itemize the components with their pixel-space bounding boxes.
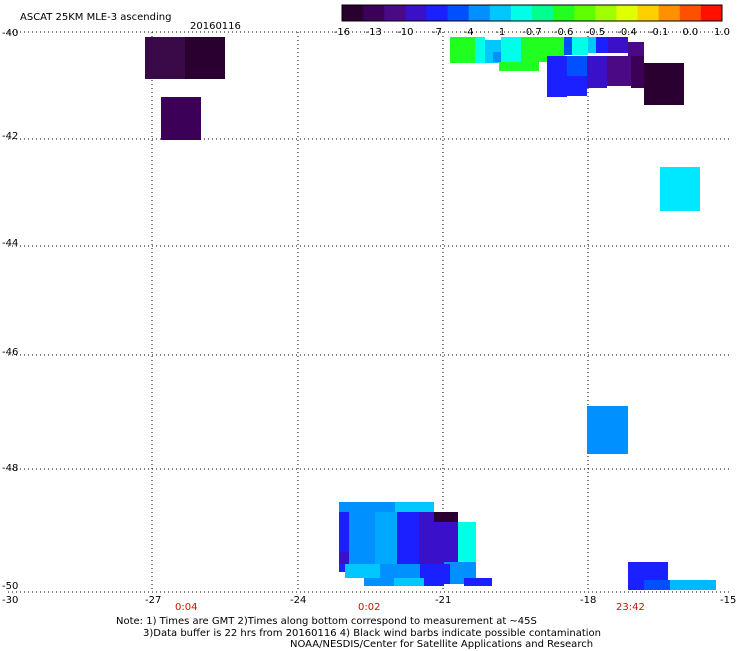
- colorbar-tick-label: 1.0: [714, 27, 730, 38]
- note-line-1: Note: 1) Times are GMT 2)Times along bot…: [116, 616, 537, 627]
- colorbar-cell: [384, 5, 406, 21]
- longitude-labels: -30 -27 -24 -21 -18 -15: [2, 595, 736, 606]
- colorbar-cell: [574, 5, 596, 21]
- colorbar-cell: [405, 5, 427, 21]
- time-label: 0:04: [175, 602, 197, 613]
- colorbar-tick-label: -10: [397, 27, 413, 38]
- colorbar-cell: [679, 5, 702, 21]
- colorbar-cell: [616, 5, 639, 21]
- lon-label: -30: [2, 595, 18, 606]
- lat-label: -46: [2, 347, 18, 358]
- colorbar-tick-label: -0.1: [649, 27, 669, 38]
- colorbar-tick-label: 0.0: [682, 27, 698, 38]
- colorbar-tick-label: -0.6: [554, 27, 574, 38]
- lon-label: -15: [720, 595, 736, 606]
- colorbar-cell: [489, 5, 512, 21]
- colorbar-cell: [447, 5, 470, 21]
- lon-label: -24: [290, 595, 306, 606]
- latitude-labels: -40 -42 -44 -46 -48 -50: [2, 28, 18, 592]
- map-date: 20160116: [190, 21, 241, 32]
- lat-label: -40: [2, 28, 18, 39]
- colorbar-cell: [468, 5, 491, 21]
- colorbar-cell: [426, 5, 449, 21]
- lon-label: -27: [145, 595, 161, 606]
- colorbar-tick-label: -13: [365, 27, 381, 38]
- note-line-2: 3)Data buffer is 22 hrs from 20160116 4)…: [143, 628, 601, 639]
- colorbar-cell: [700, 5, 723, 21]
- lon-label: -21: [435, 595, 451, 606]
- lat-label: -44: [2, 238, 18, 249]
- colorbar-cell: [595, 5, 617, 21]
- colorbar-cell: [637, 5, 660, 21]
- lat-label: -50: [2, 581, 18, 592]
- time-labels: 0:04 0:02 23:42: [175, 602, 645, 613]
- note-line-3: NOAA/NESDIS/Center for Satellite Applica…: [290, 639, 594, 650]
- lat-label: -42: [2, 131, 18, 142]
- time-label: 23:42: [616, 602, 645, 613]
- colorbar-cell: [658, 5, 681, 21]
- wind-data-cells: [145, 37, 716, 590]
- colorbar-cell: [553, 5, 575, 21]
- map-title: ASCAT 25KM MLE-3 ascending: [20, 12, 171, 23]
- lon-label: -18: [580, 595, 596, 606]
- colorbar-tick-label: -0.4: [617, 27, 637, 38]
- time-label: 0:02: [358, 602, 380, 613]
- colorbar-cell: [363, 5, 385, 21]
- colorbar: -16 -13 -10 -7 -4 -1 -0.7 -0.6 -0.5 -0.4 -0.1 0.0 1.…: [334, 4, 730, 38]
- colorbar-cell: [510, 5, 533, 21]
- colorbar-cell: [532, 5, 554, 21]
- colorbar-cell: [342, 5, 364, 21]
- colorbar-tick-label: -16: [334, 27, 350, 38]
- colorbar-tick-label: -0.5: [586, 27, 606, 38]
- lat-label: -48: [2, 463, 18, 474]
- grid: [8, 31, 732, 593]
